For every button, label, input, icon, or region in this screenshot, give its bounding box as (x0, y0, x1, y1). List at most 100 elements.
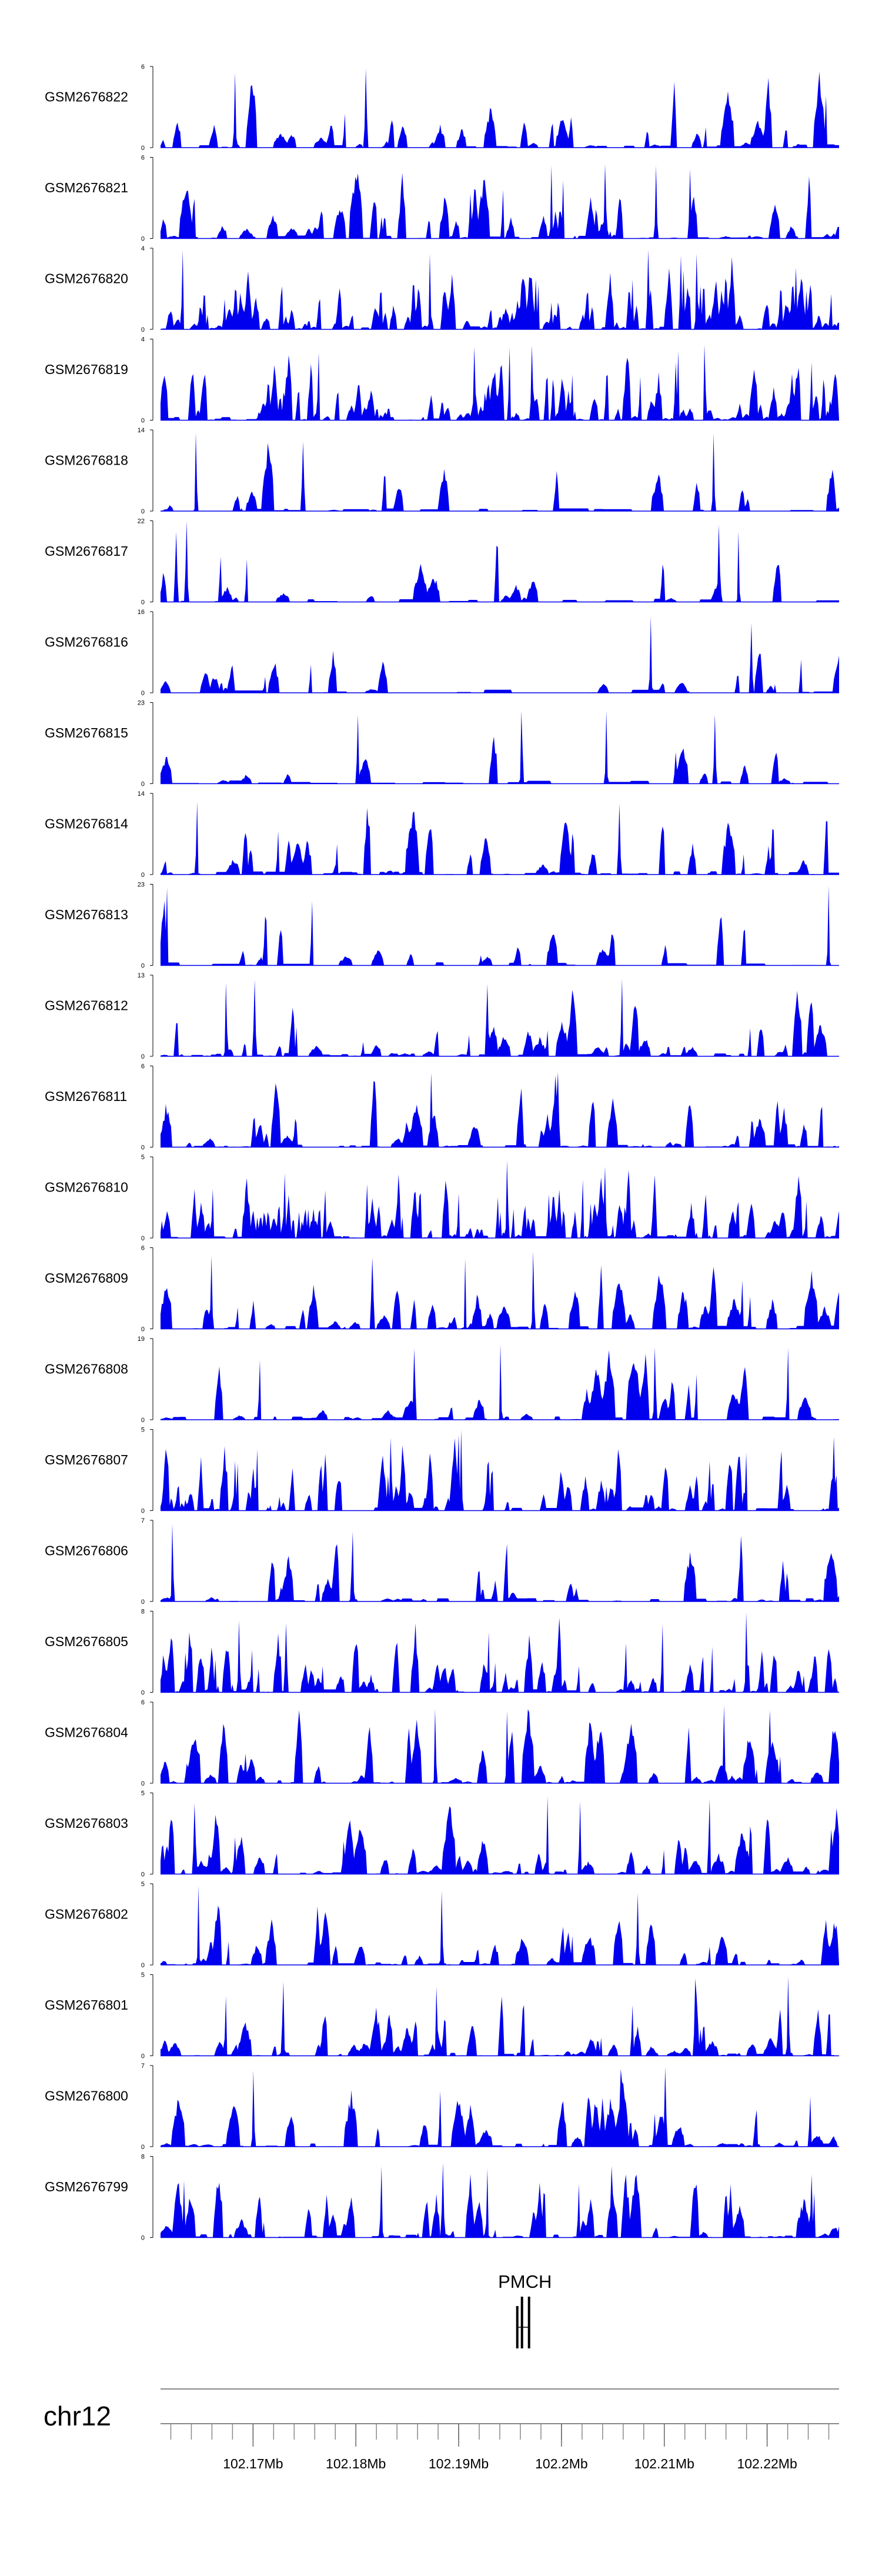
track-label: GSM2676819 (45, 362, 128, 377)
coverage-area (161, 1796, 839, 1874)
y-tick-label-max: 5 (141, 1154, 145, 1161)
y-tick-label-min: 0 (141, 508, 145, 515)
coverage-area (161, 1612, 839, 1693)
y-tick-label-min: 0 (141, 690, 145, 697)
x-tick-label: 102.2Mb (535, 2456, 588, 2471)
track-label: GSM2676818 (45, 452, 128, 468)
track-label: GSM2676812 (45, 997, 128, 1013)
coverage-area (161, 1160, 839, 1238)
track-label: GSM2676814 (45, 816, 128, 831)
y-tick-label-max: 6 (141, 64, 145, 71)
y-tick-label-min: 0 (141, 1144, 145, 1152)
coverage-area (161, 1523, 839, 1601)
y-tick-label-max: 7 (141, 1517, 145, 1524)
track-label: GSM2676813 (45, 907, 128, 922)
y-tick-label-min: 0 (141, 1599, 145, 1606)
coverage-area (161, 1976, 839, 2056)
y-tick-label-max: 6 (141, 1699, 145, 1706)
y-tick-label-min: 0 (141, 145, 145, 152)
y-tick-label-min: 0 (141, 1053, 145, 1060)
coverage-area (161, 1885, 839, 1965)
track-GSM2676809: GSM2676809 6 0 (45, 1245, 839, 1333)
track-label: GSM2676802 (45, 1906, 128, 1921)
track-label: GSM2676807 (45, 1452, 128, 1467)
coverage-area (161, 2067, 839, 2147)
track-GSM2676806: GSM2676806 7 0 (45, 1517, 839, 1606)
coverage-area (161, 1251, 839, 1329)
y-tick-label-max: 23 (138, 882, 145, 889)
gene-exon (520, 2297, 523, 2348)
track-label: GSM2676806 (45, 1543, 128, 1558)
track-GSM2676799: GSM2676799 8 0 (45, 2154, 839, 2242)
y-tick-label-min: 0 (141, 1690, 145, 1697)
track-GSM2676800: GSM2676800 7 0 (45, 2063, 839, 2151)
y-tick-label-max: 13 (138, 972, 145, 979)
y-tick-label-min: 0 (141, 1417, 145, 1424)
track-GSM2676812: GSM2676812 13 0 (45, 972, 839, 1060)
y-tick-label-max: 14 (138, 427, 145, 434)
coverage-area (161, 1344, 839, 1420)
x-tick-label: 102.22Mb (737, 2456, 797, 2471)
y-tick-label-max: 16 (138, 609, 145, 616)
x-tick-label: 102.18Mb (326, 2456, 386, 2471)
coverage-area (161, 801, 839, 875)
track-GSM2676810: GSM2676810 5 0 (45, 1154, 839, 1242)
y-tick-label-max: 6 (141, 155, 145, 162)
track-GSM2676816: GSM2676816 16 0 (45, 609, 839, 697)
gene-annotation-track: PMCH (498, 2271, 552, 2348)
y-tick-label-max: 5 (141, 1427, 145, 1434)
gene-exon (527, 2297, 530, 2348)
x-tick-label: 102.19Mb (429, 2456, 489, 2471)
y-tick-label-min: 0 (141, 1326, 145, 1333)
coverage-area (161, 1705, 839, 1783)
y-tick-label-max: 6 (141, 1245, 145, 1252)
track-GSM2676820: GSM2676820 4 0 (45, 245, 839, 333)
y-tick-label-min: 0 (141, 326, 145, 333)
y-tick-label-max: 14 (138, 790, 145, 798)
y-tick-label-max: 6 (141, 1063, 145, 1070)
track-GSM2676803: GSM2676803 5 0 (45, 1790, 839, 1878)
track-label: GSM2676801 (45, 1997, 128, 2013)
y-tick-label-min: 0 (141, 1780, 145, 1787)
coverage-area (161, 68, 839, 148)
track-label: GSM2676820 (45, 271, 128, 286)
y-tick-label-max: 5 (141, 1972, 145, 1979)
track-label: GSM2676800 (45, 2088, 128, 2103)
coverage-area (161, 616, 839, 693)
track-GSM2676815: GSM2676815 23 0 (45, 700, 839, 788)
track-label: GSM2676804 (45, 1724, 128, 1740)
track-label: GSM2676808 (45, 1361, 128, 1376)
coverage-area (161, 1430, 839, 1511)
track-GSM2676819: GSM2676819 4 0 (45, 336, 839, 425)
track-GSM2676822: GSM2676822 6 0 (45, 64, 839, 152)
y-tick-label-min: 0 (141, 418, 145, 425)
coverage-area (161, 520, 839, 602)
track-label: GSM2676809 (45, 1270, 128, 1286)
track-GSM2676804: GSM2676804 6 0 (45, 1699, 839, 1787)
track-GSM2676802: GSM2676802 5 0 (45, 1881, 839, 1969)
track-GSM2676817: GSM2676817 22 0 (45, 518, 839, 606)
y-tick-label-min: 0 (141, 872, 145, 879)
y-tick-label-min: 0 (141, 2053, 145, 2060)
y-tick-label-max: 4 (141, 245, 145, 252)
genome-axis: chr12 102.17Mb 102.18Mb 102.19Mb 102.2Mb 102.… (44, 2388, 839, 2471)
track-GSM2676821: GSM2676821 6 0 (45, 155, 839, 243)
track-label: GSM2676799 (45, 2179, 128, 2194)
y-tick-label-min: 0 (141, 963, 145, 970)
track-label: GSM2676817 (45, 543, 128, 559)
x-tick-label: 102.17Mb (223, 2456, 283, 2471)
track-label: GSM2676821 (45, 180, 128, 195)
y-tick-label-max: 22 (138, 518, 145, 525)
y-tick-label-max: 23 (138, 700, 145, 707)
x-tick-label: 102.21Mb (634, 2456, 694, 2471)
y-tick-label-max: 5 (141, 1790, 145, 1797)
y-tick-label-max: 8 (141, 2154, 145, 2161)
y-tick-label-max: 5 (141, 1881, 145, 1888)
y-tick-label-min: 0 (141, 1962, 145, 1969)
track-GSM2676808: GSM2676808 19 0 (45, 1336, 839, 1424)
y-tick-label-min: 0 (141, 2144, 145, 2151)
y-tick-label-max: 4 (141, 336, 145, 343)
track-GSM2676801: GSM2676801 5 0 (45, 1972, 839, 2060)
